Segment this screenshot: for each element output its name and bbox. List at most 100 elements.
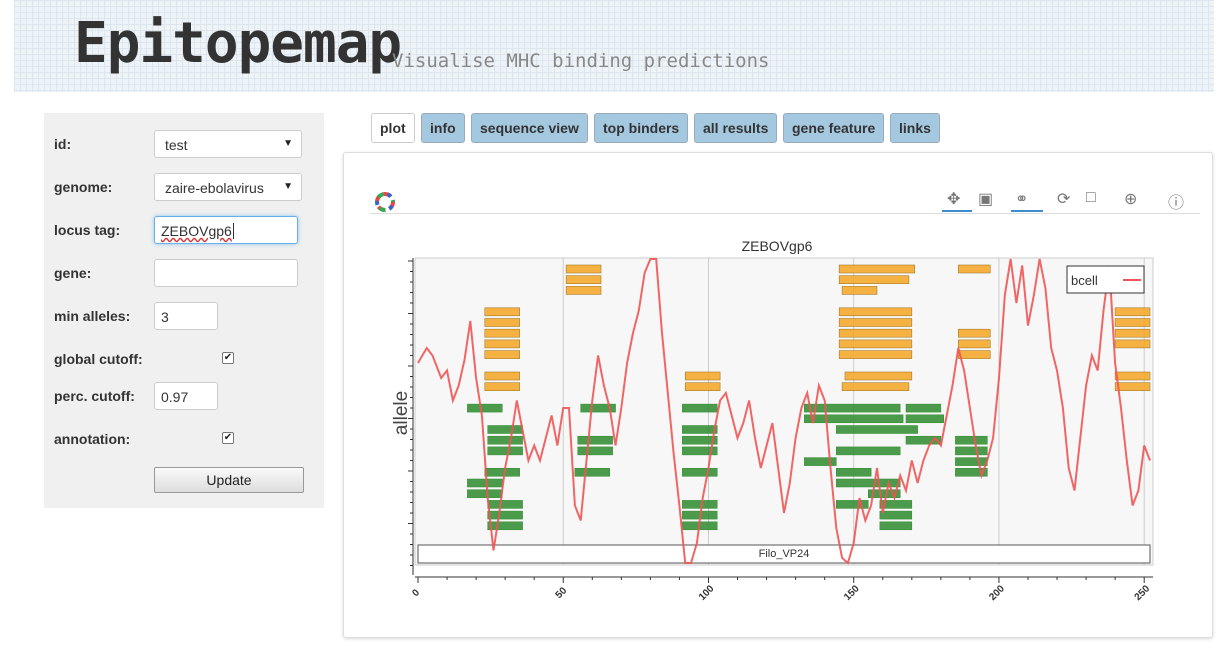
binder-bar-orange (957, 328, 991, 338)
id-select-value: test (165, 137, 188, 153)
binder-bar-orange (484, 339, 520, 349)
global-cutoff-label: global cutoff: (54, 351, 143, 367)
tab-links[interactable]: links (890, 113, 940, 143)
toolbar-divider (370, 213, 1200, 214)
binder-bar-orange (1114, 382, 1151, 391)
binder-bar-green (879, 521, 913, 531)
tab-all-results[interactable]: all results (694, 113, 778, 143)
binder-bar-orange (565, 286, 602, 295)
binder-bar-orange (841, 382, 910, 391)
pan-icon[interactable]: ✥ (947, 191, 961, 208)
genome-select[interactable]: zaire-ebolavirus ▼ (154, 173, 302, 201)
plot-card: ✥ ▣ ⚭ ⟳ □ ⊕ ⓘ ZEBOVgp6 allele 0 50 100 150 2… (343, 152, 1213, 638)
binder-bar-green (682, 403, 718, 413)
binder-bar-green (487, 500, 523, 509)
x-tick-label: 200 (987, 583, 1007, 603)
binder-bar-orange (838, 275, 910, 284)
binder-bar-orange (957, 264, 991, 274)
binder-bar-green (467, 403, 503, 413)
binder-bar-green (905, 435, 942, 445)
genome-label: genome: (54, 179, 113, 195)
tab-plot[interactable]: plot (371, 113, 415, 143)
binder-bar-green (467, 478, 503, 488)
crosshair-icon[interactable]: ⊕ (1124, 191, 1138, 208)
binder-bar-green (487, 446, 523, 456)
tab-sequence-view[interactable]: sequence view (471, 113, 588, 143)
tab-gene-feature[interactable]: gene feature (783, 113, 885, 143)
binder-bar-green (682, 500, 718, 509)
binder-bar-green (879, 510, 913, 520)
epitope-chart[interactable]: ZEBOVgp6 allele 0 50 100 150 200 250 Filo_VP24… (344, 153, 1212, 637)
min-alleles-input[interactable]: 3 (154, 302, 218, 330)
feature-label: Filo_VP24 (759, 548, 810, 560)
app-subtitle: Visualise MHC binding predictions (392, 50, 770, 72)
binder-bar-green (484, 468, 520, 477)
binder-bar-orange (1114, 328, 1151, 338)
binder-bar-orange (1114, 371, 1151, 381)
binder-bar-green (804, 414, 904, 424)
header-banner: Epitopemap Visualise MHC binding predict… (14, 0, 1214, 92)
perc-cutoff-value: 0.97 (161, 389, 189, 405)
wheel-zoom-icon[interactable]: ⚭ (1015, 191, 1029, 208)
pan-active-indicator (942, 210, 972, 212)
binder-bar-orange (838, 307, 913, 317)
binder-bar-green (574, 468, 610, 477)
binder-bar-green (577, 435, 613, 445)
y-axis-label: allele (391, 391, 412, 435)
binder-bar-green (836, 446, 901, 456)
feature-box (417, 544, 1151, 564)
binder-bar-green (955, 435, 988, 445)
binder-bar-green (487, 521, 523, 531)
legend-label-bcell: bcell (1071, 273, 1098, 288)
chevron-down-icon: ▼ (283, 181, 293, 192)
min-alleles-value: 3 (161, 309, 169, 325)
locus-tag-input[interactable]: ZEBOVgp6 (154, 216, 298, 244)
save-icon[interactable]: □ (1086, 189, 1096, 206)
update-button[interactable]: Update (154, 467, 304, 493)
chevron-down-icon: ▼ (283, 138, 293, 149)
binder-bar-orange (684, 371, 721, 381)
binder-bar-green (955, 446, 988, 456)
binder-bar-orange (838, 339, 913, 349)
query-form-panel: id: test ▼ genome: zaire-ebolavirus ▼ lo… (44, 113, 324, 508)
annotation-checkbox[interactable]: ✔ (222, 432, 234, 444)
binder-bar-green (487, 425, 523, 434)
binder-bar-green (467, 489, 503, 498)
global-cutoff-checkbox[interactable]: ✔ (222, 352, 234, 364)
binder-bar-orange (1114, 318, 1151, 327)
x-tick-label: 250 (1133, 583, 1153, 603)
perc-cutoff-input[interactable]: 0.97 (154, 382, 218, 410)
id-label: id: (54, 136, 72, 152)
binder-bar-orange (838, 318, 913, 327)
binder-bar-green (577, 446, 613, 456)
binder-bar-orange (838, 350, 913, 359)
binder-bar-green (836, 478, 901, 488)
binder-bar-green (955, 457, 988, 466)
binder-bar-orange (838, 328, 913, 338)
tab-info[interactable]: info (421, 113, 465, 143)
id-select[interactable]: test ▼ (154, 130, 302, 158)
binder-bar-orange (957, 350, 991, 359)
binder-bar-green (487, 435, 523, 445)
box-zoom-icon[interactable]: ▣ (978, 191, 994, 208)
help-icon[interactable]: ⓘ (1168, 195, 1185, 212)
binder-bar-green (836, 468, 872, 477)
binder-bar-green (955, 468, 988, 477)
gene-input[interactable] (154, 259, 298, 287)
perc-cutoff-label: perc. cutoff: (54, 388, 135, 404)
binder-bar-green (804, 457, 837, 466)
min-alleles-label: min alleles: (54, 308, 131, 324)
binder-bar-orange (684, 382, 721, 391)
binder-bar-orange (841, 286, 878, 295)
binder-bar-green (867, 489, 901, 498)
binder-bar-green (487, 510, 523, 520)
binder-bar-green (580, 403, 616, 413)
wheel-zoom-active-indicator (1011, 210, 1043, 212)
bokeh-logo-icon[interactable] (374, 191, 396, 213)
x-tick-label: 100 (697, 583, 717, 603)
tab-top-binders[interactable]: top binders (594, 113, 689, 143)
locus-tag-label: locus tag: (54, 222, 121, 238)
chart-legend: bcell (1066, 265, 1145, 294)
binder-bar-orange (565, 264, 602, 274)
reset-icon[interactable]: ⟳ (1057, 191, 1071, 208)
